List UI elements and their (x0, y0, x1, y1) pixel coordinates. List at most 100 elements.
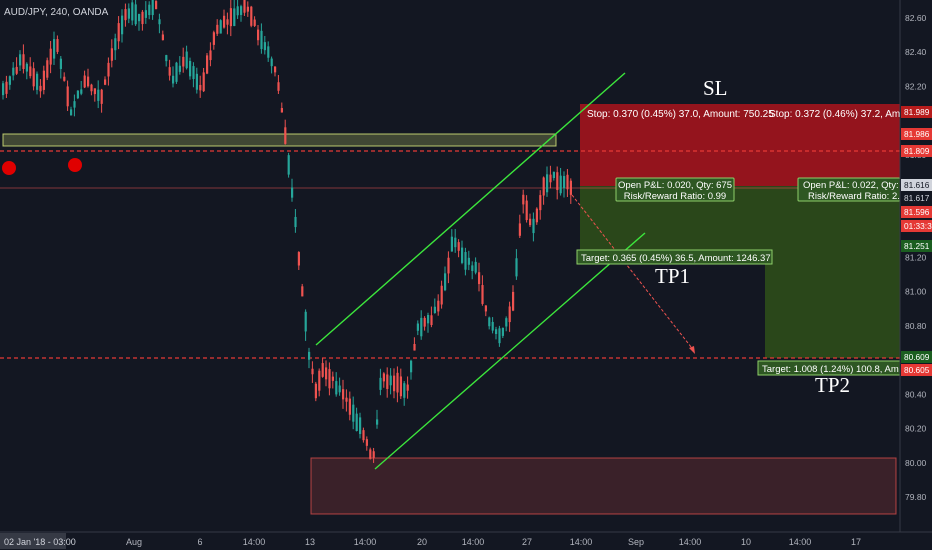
price-tick-label: 80.20 (905, 424, 927, 434)
price-scale[interactable] (900, 0, 932, 532)
candle-body (189, 60, 192, 77)
candle-body (352, 404, 355, 422)
symbol-label[interactable]: AUD/JPY, 240, OANDA (4, 7, 109, 18)
candle-body (56, 39, 59, 52)
target-zone-2[interactable] (765, 186, 900, 358)
candle-body (243, 0, 246, 13)
candle-body (515, 258, 518, 277)
stop-zone-1[interactable] (580, 104, 765, 186)
projection-arrow[interactable] (571, 194, 696, 353)
candle-body (100, 89, 103, 104)
candle-body (270, 58, 273, 67)
candle-body (416, 323, 419, 331)
marker-dot-1[interactable] (2, 161, 16, 175)
candle-body (185, 51, 188, 69)
candle-body (505, 318, 508, 327)
candle-body (250, 6, 253, 26)
candle-body (512, 291, 515, 311)
candle-body (93, 88, 96, 95)
candle-body (127, 8, 130, 19)
candle-body (32, 68, 35, 87)
candle-body (274, 66, 277, 73)
time-axis[interactable] (0, 532, 932, 550)
candle-body (36, 73, 39, 90)
price-badge-bg (901, 145, 932, 157)
candle-body (379, 377, 382, 390)
candle-body (518, 223, 521, 236)
candle-body (277, 82, 280, 91)
price-badge-label: 81.596 (904, 207, 930, 217)
candle-body (182, 56, 185, 67)
time-tick-label: 14:00 (243, 537, 266, 547)
candle-body (474, 261, 477, 273)
candle-body (141, 11, 144, 25)
channel-upper-line[interactable] (315, 72, 626, 346)
candle-body (461, 247, 464, 263)
price-tick-label: 80.00 (905, 458, 927, 468)
position2-pnl-label: Open P&L: 0.022, Qty: 6 (803, 180, 907, 191)
price-badge-label: 80.609 (904, 352, 930, 362)
candle-body (508, 306, 511, 323)
time-tick-label: 17 (851, 537, 861, 547)
candle-body (236, 6, 239, 16)
time-tick-labels: Aug 6 14:00 13 14:00 20 14:00 27 14:00 Sep 14:00 10… (126, 537, 861, 547)
candle-body (484, 305, 487, 312)
price-badge-bg (901, 106, 932, 118)
candle-body (151, 0, 154, 16)
candle-body (488, 317, 491, 327)
channel-lower-line[interactable] (374, 232, 646, 470)
candle-body (430, 315, 433, 325)
candle-body (161, 34, 164, 41)
candle-body (457, 242, 460, 251)
candle-body (42, 70, 45, 90)
time-tick-label: 27 (522, 537, 532, 547)
tp2-label: TP2 (815, 373, 850, 397)
candle-body (325, 367, 328, 380)
price-badge-label: 81.986 (904, 129, 930, 139)
candle-body (66, 86, 69, 107)
resistance-zone-box[interactable] (2, 133, 557, 147)
time-tick-label: 13 (305, 537, 315, 547)
position1-stop-label: Stop: 0.370 (0.45%) 37.0, Amount: 750.25 (587, 109, 774, 120)
candle-body (90, 84, 93, 92)
candle-body (134, 4, 137, 25)
marker-dot-2[interactable] (68, 158, 82, 172)
candle-body (539, 195, 542, 211)
time-tick-label: 10 (741, 537, 751, 547)
candle-body (338, 385, 341, 393)
candle-body (386, 374, 389, 389)
candle-body (389, 375, 392, 386)
candle-body (481, 285, 484, 304)
position2-rr-label: Risk/Reward Ratio: 2.7 (808, 191, 905, 202)
candle-body (331, 376, 334, 381)
candle-body (284, 127, 287, 144)
stop-zone-2[interactable] (765, 104, 900, 186)
candle-body (206, 55, 209, 74)
price-badge-label: 81.809 (904, 146, 930, 156)
candle-body (192, 66, 195, 79)
candle-body (444, 273, 447, 291)
time-tick-label: 14:00 (679, 537, 702, 547)
candle-body (447, 257, 450, 274)
candle-body (566, 174, 569, 190)
position2-stop-label: Stop: 0.372 (0.46%) 37.2, Amou (769, 109, 911, 120)
price-tick-label: 82.40 (905, 47, 927, 57)
candle-body (63, 76, 66, 81)
candle-body (355, 413, 358, 432)
candle-body (403, 383, 406, 398)
candlestick-series (2, 0, 572, 463)
support-zone-box[interactable] (310, 457, 897, 515)
candle-body (399, 376, 402, 397)
candle-body (2, 83, 5, 96)
position1-pnl-label: Open P&L: 0.020, Qty: 675 (618, 180, 732, 191)
time-tick-label: 14:00 (570, 537, 593, 547)
price-badge-label: 80.605 (904, 365, 930, 375)
candle-body (556, 172, 559, 191)
candle-body (39, 85, 42, 92)
candle-body (287, 155, 290, 175)
candle-body (70, 109, 73, 116)
projection-arrow-head-icon (689, 346, 695, 354)
candle-body (165, 55, 168, 62)
candle-body (110, 48, 113, 61)
